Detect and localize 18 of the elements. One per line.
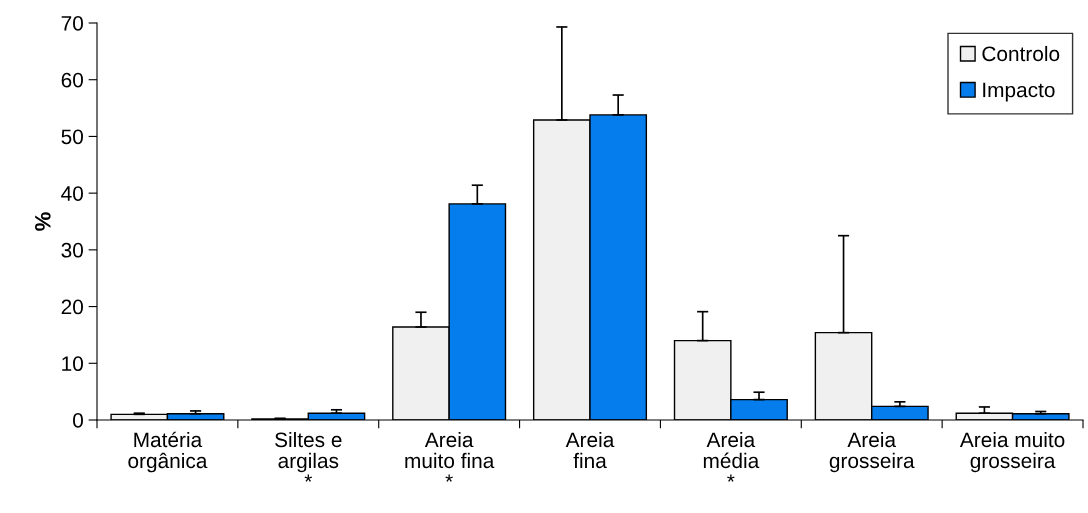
y-tick-label: 70 <box>61 16 83 31</box>
y-tick-label: 50 <box>61 129 83 145</box>
x-tick-label: Areia muito fina * <box>405 431 495 482</box>
legend-label: Impacto <box>983 82 1055 102</box>
x-tick-label: Siltes e argilas * <box>275 431 342 482</box>
x-tick-label: Matéria orgânica <box>128 431 208 473</box>
x-tick-label: Areia média * <box>703 431 760 482</box>
x-tick-label: Areia fina <box>565 431 615 469</box>
y-tick-label: 20 <box>61 299 83 315</box>
y-tick-label: 60 <box>61 72 83 88</box>
y-tick-label: 40 <box>61 186 83 201</box>
y-axis-title: % <box>35 212 51 231</box>
y-tick-label: 10 <box>62 356 83 372</box>
legend-label: Controlo <box>982 45 1060 62</box>
x-tick-label: Areia muito grosseira <box>959 431 1065 473</box>
y-tick-label: 0 <box>73 413 83 428</box>
y-tick-label: 30 <box>61 242 83 258</box>
x-tick-label: Areia grosseira <box>829 431 915 473</box>
